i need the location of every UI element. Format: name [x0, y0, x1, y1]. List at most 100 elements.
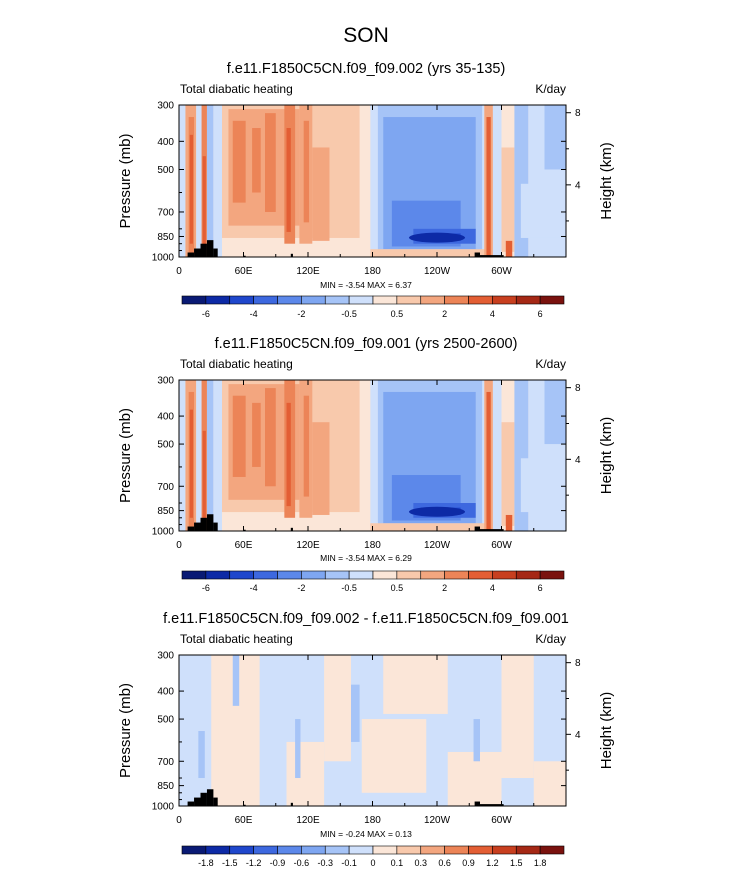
heating-cell: [252, 402, 261, 467]
topography-mask: [213, 797, 218, 806]
heating-cell: [473, 719, 480, 762]
y-tick-label: 300: [157, 651, 174, 662]
topography-mask: [206, 789, 214, 806]
heating-cell: [286, 402, 291, 507]
heating-cell: [312, 422, 330, 515]
page-title: SON: [343, 24, 389, 47]
colorbar-box: [539, 295, 565, 305]
colorbar-box: [229, 570, 254, 580]
colorbar-label: 0.1: [391, 858, 404, 868]
colorbar-label: -4: [250, 583, 258, 593]
colorbar-label: 0.5: [391, 309, 404, 319]
heating-cell: [303, 120, 310, 223]
colorbar-box: [205, 845, 231, 855]
colorbar-box: [539, 570, 565, 580]
heating-cell: [198, 731, 205, 779]
colorbar-box: [229, 295, 254, 305]
colorbar-box: [181, 295, 207, 305]
colorbar-box: [444, 295, 469, 305]
colorbar-label: -4: [250, 309, 258, 319]
x-tick-label: 180: [364, 266, 381, 277]
x-tick-label: 0: [176, 266, 182, 277]
colorbar-box: [444, 570, 469, 580]
variable-label: Total diabatic heating: [180, 357, 293, 371]
colorbar-label: -0.3: [317, 858, 333, 868]
colorbar-box: [181, 845, 207, 855]
y-axis-title-right: Height (km): [598, 142, 615, 220]
heating-cell: [232, 120, 246, 203]
heating-cell: [501, 422, 515, 526]
min-max-stats: MIN = -3.54 MAX = 6.29: [320, 553, 412, 563]
variable-label: Total diabatic heating: [180, 82, 293, 96]
height-tick-label: 8: [575, 108, 581, 119]
heating-cell: [232, 395, 246, 477]
height-tick-label: 4: [575, 730, 581, 741]
heating-cell: [505, 240, 513, 257]
heating-cell: [329, 391, 360, 510]
colorbar-box: [348, 845, 374, 855]
height-tick-label: 4: [575, 455, 581, 466]
heating-cell: [520, 458, 566, 513]
y-tick-label: 850: [157, 781, 174, 792]
heating-cell: [286, 128, 291, 232]
topography-mask: [187, 526, 195, 531]
heating-cell: [202, 430, 206, 531]
heating-cell: [232, 655, 240, 706]
colorbar-box: [372, 845, 398, 855]
colorbar-label: 1.8: [534, 858, 547, 868]
topography-mask: [194, 248, 201, 257]
y-tick-label: 1000: [152, 802, 175, 813]
heating-cell: [359, 105, 371, 257]
units-label: K/day: [535, 632, 566, 646]
heating-cell: [492, 105, 502, 257]
topography-mask: [290, 802, 293, 806]
height-tick-label: 8: [575, 658, 581, 669]
heating-cell: [206, 105, 214, 257]
topography-mask: [243, 804, 246, 806]
heating-cell: [501, 655, 534, 779]
min-max-stats: MIN = -3.54 MAX = 6.37: [320, 280, 412, 290]
colorbar-label: 0.5: [391, 583, 404, 593]
x-tick-label: 180: [364, 540, 381, 551]
colorbar-box: [420, 295, 445, 305]
colorbar-box: [372, 570, 398, 580]
y-tick-label: 500: [157, 440, 174, 451]
colorbar-label: -6: [202, 309, 210, 319]
units-label: K/day: [535, 357, 566, 371]
y-tick-label: 850: [157, 232, 174, 243]
x-tick-label: 60E: [235, 815, 253, 826]
chart-panel-1: f.e11.F1850C5CN.f09_f09.002 (yrs 35-135)…: [117, 61, 615, 319]
y-tick-label: 1000: [152, 527, 175, 538]
topography-mask: [194, 797, 201, 806]
colorbar-box: [396, 295, 422, 305]
y-axis-title: Pressure (mb): [117, 408, 134, 503]
colorbar-box: [492, 570, 517, 580]
colorbar-label: 4: [490, 309, 495, 319]
colorbar-box: [420, 845, 445, 855]
colorbar-box: [324, 295, 350, 305]
heating-cell: [189, 134, 193, 244]
y-tick-label: 400: [157, 137, 174, 148]
topography-mask: [290, 253, 293, 257]
height-tick-label: 4: [575, 180, 581, 191]
y-tick-label: 500: [157, 165, 174, 176]
x-tick-label: 0: [176, 540, 182, 551]
heating-cell: [179, 105, 186, 257]
heating-cell: [351, 684, 360, 742]
colorbar-box: [205, 570, 231, 580]
colorbar-label: 0.6: [438, 858, 451, 868]
y-tick-label: 700: [157, 757, 174, 768]
height-tick-label: 8: [575, 383, 581, 394]
topography-mask: [480, 529, 504, 531]
colorbar-box: [348, 570, 374, 580]
colorbar-label: 6: [538, 309, 543, 319]
plot-area: [179, 655, 566, 806]
heating-cell: [295, 719, 301, 779]
panel-title: f.e11.F1850C5CN.f09_f09.002 - f.e11.F185…: [163, 611, 569, 627]
colorbar-label: 2: [442, 309, 447, 319]
x-tick-label: 120E: [296, 815, 320, 826]
y-tick-label: 300: [157, 376, 174, 387]
colorbar-box: [492, 845, 517, 855]
heating-cell: [252, 128, 261, 193]
colorbar-label: 1.5: [510, 858, 523, 868]
